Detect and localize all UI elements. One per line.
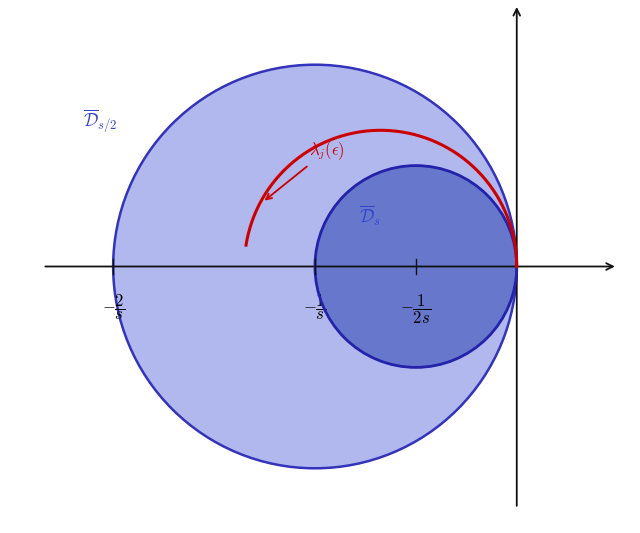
Text: $-\dfrac{1}{s}$: $-\dfrac{1}{s}$ <box>303 293 326 322</box>
Text: $-\dfrac{2}{s}$: $-\dfrac{2}{s}$ <box>102 293 125 322</box>
Text: $\lambda_j(\epsilon)$: $\lambda_j(\epsilon)$ <box>266 139 344 199</box>
Circle shape <box>113 64 516 469</box>
Text: $\overline{\mathcal{D}}_s$: $\overline{\mathcal{D}}_s$ <box>359 204 381 228</box>
Circle shape <box>315 166 516 367</box>
Text: $\overline{\mathcal{D}}_{s/2}$: $\overline{\mathcal{D}}_{s/2}$ <box>83 108 118 135</box>
Text: $-\dfrac{1}{2s}$: $-\dfrac{1}{2s}$ <box>400 293 431 326</box>
